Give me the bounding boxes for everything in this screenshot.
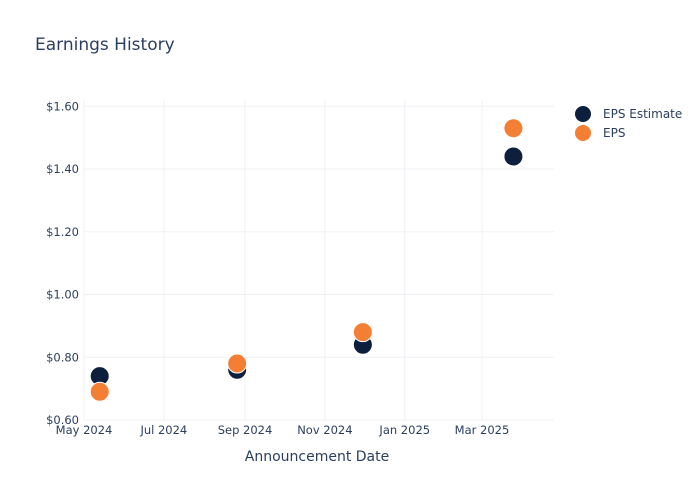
data-points <box>89 118 524 402</box>
x-tick-label: Jan 2025 <box>378 423 430 437</box>
y-tick-label: $0.80 <box>46 350 79 364</box>
y-tick-label: $1.40 <box>46 162 79 176</box>
eps-estimate-point[interactable] <box>503 146 524 167</box>
x-tick-label: Jul 2024 <box>139 423 187 437</box>
eps-point[interactable] <box>89 381 110 402</box>
x-tick-label: Nov 2024 <box>297 423 352 437</box>
y-tick-label: $0.60 <box>46 413 79 427</box>
y-tick-label: $1.00 <box>46 288 79 302</box>
legend-label[interactable]: EPS Estimate <box>603 107 682 121</box>
x-axis-title: Announcement Date <box>245 449 389 465</box>
y-axis: $0.60 $0.80 $1.00 $1.20 $1.40 $1.60 <box>46 99 79 427</box>
series-0 <box>89 146 524 387</box>
legend-marker[interactable] <box>575 106 591 122</box>
y-tick-label: $1.20 <box>46 225 79 239</box>
eps-point[interactable] <box>503 118 524 139</box>
chart-title: Earnings History <box>35 35 175 55</box>
y-tick-label: $1.60 <box>46 99 79 113</box>
x-tick-label: May 2024 <box>56 423 113 437</box>
legend[interactable]: EPS Estimate EPS <box>575 106 682 141</box>
eps-point[interactable] <box>227 353 248 374</box>
x-tick-label: Sep 2024 <box>218 423 273 437</box>
grid <box>83 100 554 421</box>
series-1 <box>89 118 524 402</box>
x-tick-label: Mar 2025 <box>455 423 510 437</box>
x-axis: May 2024 Jul 2024 Sep 2024 Nov 2024 Jan 2025… <box>56 423 510 437</box>
legend-marker[interactable] <box>575 125 591 141</box>
legend-label[interactable]: EPS <box>603 126 625 140</box>
eps-point[interactable] <box>352 322 373 343</box>
